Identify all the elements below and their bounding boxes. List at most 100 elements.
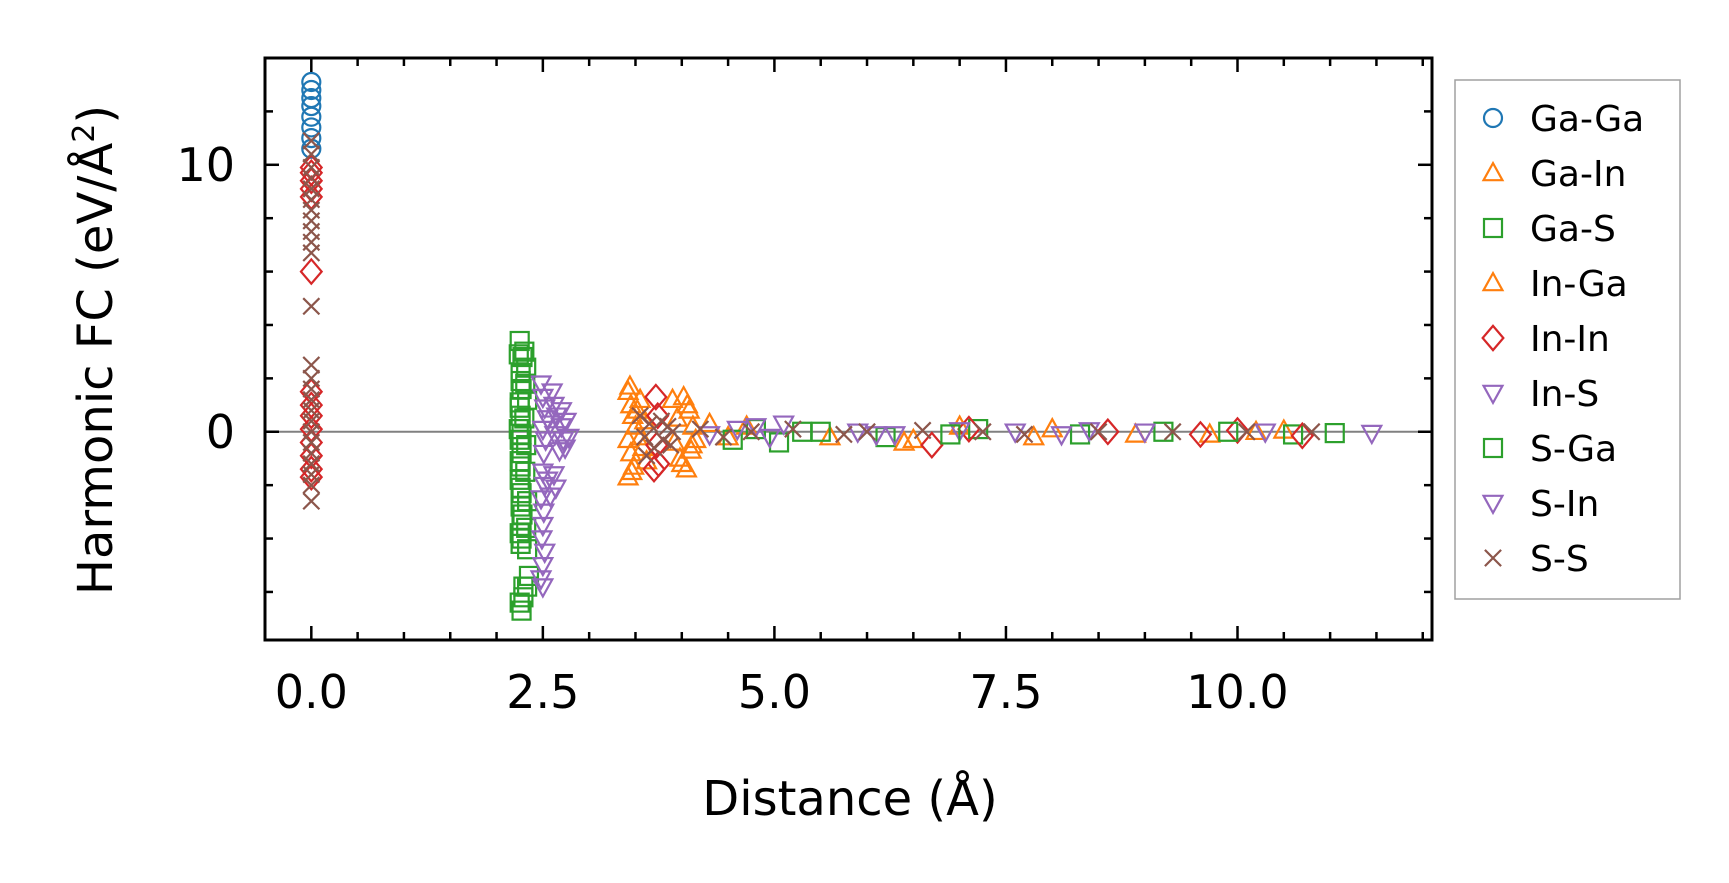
legend-label: Ga-In <box>1530 154 1626 195</box>
y-axis-label: Harmonic FC (eV/Å2) <box>67 105 124 595</box>
data-point <box>515 461 536 482</box>
data-point <box>913 421 932 440</box>
data-point <box>538 415 562 436</box>
data-point <box>299 401 324 430</box>
data-point <box>548 442 571 463</box>
data-point <box>968 418 989 440</box>
data-point <box>675 456 698 478</box>
legend-label: Ga-Ga <box>1530 99 1644 140</box>
data-point <box>512 504 533 525</box>
data-point <box>644 383 668 411</box>
data-point <box>637 446 656 465</box>
data-point <box>948 422 971 443</box>
data-point <box>302 356 321 374</box>
series-s-ga <box>508 344 1239 597</box>
data-point <box>510 456 531 477</box>
data-point <box>544 479 568 500</box>
legend-label: S-Ga <box>1530 429 1617 470</box>
data-point <box>509 451 530 472</box>
data-point <box>302 492 321 511</box>
data-point <box>553 439 577 460</box>
data-point <box>1244 419 1268 441</box>
series-ga-ga <box>301 71 322 159</box>
data-point <box>516 517 537 538</box>
data-point <box>1282 424 1304 445</box>
legend-marker <box>1482 107 1504 129</box>
data-point <box>299 166 324 195</box>
data-point <box>509 397 530 418</box>
data-point <box>1077 422 1101 443</box>
legend-marker <box>1481 324 1505 352</box>
data-point <box>1096 417 1120 446</box>
x-axis-label: Distance (Å) <box>702 770 997 827</box>
data-point <box>532 503 556 525</box>
data-point <box>508 344 529 365</box>
y-axis-label-superscript: 2 <box>67 124 102 143</box>
data-point <box>510 477 531 498</box>
data-point <box>516 357 537 378</box>
data-point <box>742 422 761 441</box>
data-point <box>512 346 533 368</box>
data-point <box>1225 416 1250 445</box>
data-point <box>1188 420 1213 449</box>
legend-marker <box>1482 217 1504 239</box>
data-point <box>1198 422 1222 443</box>
data-point <box>510 370 531 392</box>
data-point <box>1022 424 1046 446</box>
data-point <box>299 463 324 491</box>
x-tick-label: 0.0 <box>275 665 348 719</box>
data-point <box>1302 422 1321 441</box>
data-point <box>302 476 321 495</box>
data-point <box>726 420 749 442</box>
axes: 0.0 2.5 5.0 7.5 10.0 0 10 <box>176 56 1434 719</box>
legend-marker <box>1481 384 1505 406</box>
data-point <box>691 420 710 438</box>
data-point <box>1050 426 1073 447</box>
data-markers <box>299 71 1384 621</box>
data-point <box>768 432 790 453</box>
y-tick-label: 10 <box>176 138 235 192</box>
legend-item: Ga-In <box>1481 154 1626 195</box>
legend-item: Ga-S <box>1482 209 1616 250</box>
y-axis-label-main: Harmonic FC (eV/Å <box>67 143 124 596</box>
series-s-in <box>529 402 1277 599</box>
data-point <box>758 428 782 450</box>
y-tick-label: 0 <box>206 405 235 459</box>
data-point <box>1218 421 1239 442</box>
data-point <box>509 429 530 450</box>
data-point <box>1290 421 1315 450</box>
legend-marker <box>1481 494 1505 516</box>
data-point <box>1324 422 1345 444</box>
data-point <box>1089 422 1108 441</box>
data-point <box>1163 422 1182 441</box>
data-point <box>531 516 555 538</box>
data-point <box>513 587 534 608</box>
data-point <box>299 441 324 470</box>
data-point <box>514 408 535 429</box>
legend-marker <box>1482 437 1504 459</box>
data-point <box>302 244 321 262</box>
data-point <box>530 530 554 551</box>
data-point <box>680 432 704 454</box>
data-point <box>663 422 682 441</box>
data-point <box>670 451 694 473</box>
data-point <box>698 426 721 447</box>
data-point <box>514 341 535 362</box>
legend-label: S-In <box>1530 484 1599 525</box>
data-point <box>532 444 556 466</box>
data-point <box>679 438 703 459</box>
data-point <box>511 528 532 549</box>
data-point <box>784 420 802 438</box>
data-point <box>301 71 322 93</box>
legend-marker <box>1481 160 1505 182</box>
data-point <box>302 131 321 150</box>
data-point <box>940 424 961 445</box>
x-tick-label: 7.5 <box>969 665 1042 719</box>
x-tick-label: 5.0 <box>738 665 811 719</box>
plot-frame <box>263 56 1434 642</box>
data-point <box>792 421 813 442</box>
data-point <box>818 424 842 446</box>
y-axis-label-end: ) <box>68 105 124 124</box>
legend-marker <box>1484 549 1502 567</box>
